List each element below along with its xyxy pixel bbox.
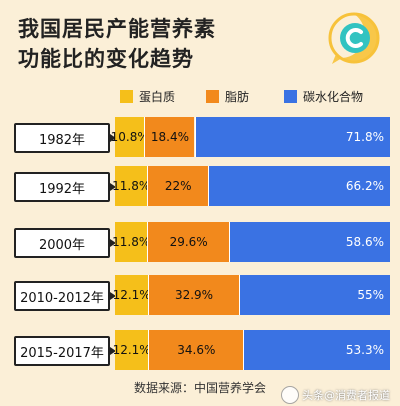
chart-title: 我国居民产能营养素 功能比的变化趋势 [18, 14, 216, 74]
bar-segment: 58.6% [228, 222, 390, 262]
data-label: 32.9% [174, 288, 214, 302]
stacked-bar: 12.1% 32.9% 55% [112, 275, 390, 315]
category-label: 2010-2012年 [14, 281, 116, 311]
bar-segment: 11.8% [112, 166, 151, 206]
legend-swatch [120, 89, 133, 103]
data-source: 数据来源：中国营养学会 [134, 381, 267, 395]
watermark-text: 头条@消费者报道 [302, 389, 390, 402]
bar-segment: 29.6% [147, 222, 229, 262]
data-label: 71.8% [345, 130, 384, 144]
bar-segment: 11.8% [112, 222, 151, 262]
title-line-2: 功能比的变化趋势 [18, 47, 194, 71]
bar-segment: 66.2% [207, 166, 390, 206]
category-label: 1982年 [14, 123, 116, 153]
bar-segment: 34.6% [148, 330, 244, 370]
watermark-icon [281, 386, 299, 404]
category-label: 1992年 [14, 172, 116, 202]
bar-segment: 18.4% [144, 117, 195, 157]
category-label: 2015-2017年 [14, 336, 116, 366]
chart-legend: 蛋白质 脂肪 碳水化合物 [120, 88, 390, 106]
legend-item: 蛋白质 [120, 88, 175, 104]
data-label: 12.1% [112, 288, 151, 302]
legend-label: 碳水化合物 [303, 89, 364, 104]
legend-swatch [284, 89, 297, 103]
logo-icon [328, 12, 380, 64]
legend-item: 脂肪 [206, 88, 249, 104]
watermark: 头条@消费者报道 [281, 386, 390, 404]
data-label: 58.6% [345, 235, 384, 249]
bar-segment: 12.1% [112, 330, 151, 370]
category-label: 2000年 [14, 228, 116, 258]
bar-segment: 55% [238, 275, 390, 315]
stacked-bar: 10.8% 18.4% 71.8% [111, 117, 390, 157]
data-label: 11.8% [112, 235, 151, 249]
stacked-bar: 12.1% 34.6% 53.3% [112, 330, 390, 370]
stacked-bar: 11.8% 29.6% 58.6% [112, 222, 390, 262]
data-label: 66.2% [345, 179, 384, 193]
bar-segment: 22% [147, 166, 208, 206]
legend-label: 蛋白质 [139, 89, 176, 104]
bar-segment: 12.1% [112, 275, 151, 315]
stacked-bar: 11.8% 22% 66.2% [112, 166, 390, 206]
bar-segment: 53.3% [243, 330, 390, 370]
data-label: 22% [164, 179, 192, 193]
legend-item: 碳水化合物 [284, 88, 363, 104]
data-label: 55% [357, 288, 384, 302]
data-label: 29.6% [169, 235, 208, 249]
legend-label: 脂肪 [225, 89, 250, 104]
title-line-1: 我国居民产能营养素 [18, 17, 216, 41]
data-label: 12.1% [112, 343, 151, 357]
bar-segment: 10.8% [111, 117, 149, 157]
data-label: 10.8% [110, 130, 149, 144]
bar-segment: 71.8% [194, 117, 390, 157]
data-label: 11.8% [112, 179, 151, 193]
data-label: 18.4% [150, 130, 189, 144]
data-label: 34.6% [177, 343, 216, 357]
legend-swatch [206, 89, 219, 103]
bar-segment: 32.9% [148, 275, 239, 315]
data-label: 53.3% [345, 343, 384, 357]
